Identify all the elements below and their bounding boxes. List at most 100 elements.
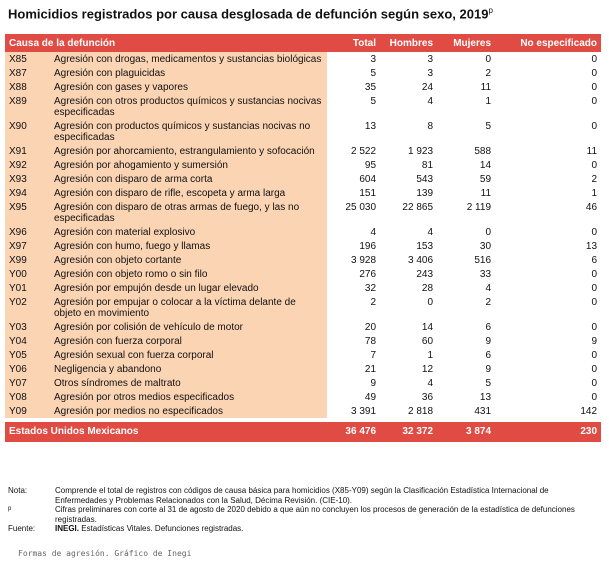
unspecified: 0 (591, 392, 598, 403)
men: 24 (421, 82, 434, 93)
table-row: Y00 Agresión con objeto romo o sin filo 27… (5, 267, 601, 281)
table-row: X96 Agresión con material explosivo 4 4 0 0 (5, 225, 601, 239)
table-row: Y02 Agresión por empujar o colocar a la v… (5, 295, 601, 320)
women: 588 (474, 146, 492, 157)
men: 243 (416, 269, 434, 280)
title: Homicidios registrados por causa desglos… (8, 6, 493, 21)
total: 3 391 (350, 406, 377, 417)
cause-name: Agresión con material explosivo (50, 225, 328, 239)
men: 3 (427, 54, 434, 65)
cause-code: X87 (5, 66, 50, 80)
total: 196 (359, 241, 377, 252)
unspecified: 13 (585, 241, 598, 252)
unspecified: 0 (591, 160, 598, 171)
cause-code: X89 (5, 94, 50, 119)
cause-name: Agresión por empujón desde un lugar elev… (50, 281, 328, 295)
unspecified: 0 (591, 378, 598, 389)
unspecified: 0 (591, 297, 598, 308)
men: 8 (427, 121, 434, 132)
source-text: Estadísticas Vitales. Defunciones regist… (81, 524, 244, 533)
total: 20 (364, 322, 377, 333)
table-row: X93 Agresión con disparo de arma corta 604… (5, 172, 601, 186)
men: 543 (416, 174, 434, 185)
cause-name: Agresión por ahorcamiento, estrangulamie… (50, 144, 328, 158)
women: 9 (485, 364, 492, 375)
unspecified: 0 (591, 54, 598, 65)
women: 4 (485, 283, 492, 294)
women: 5 (485, 378, 492, 389)
total: 13 (364, 121, 377, 132)
cause-name: Agresión con disparo de arma corta (50, 172, 328, 186)
table-row: X91 Agresión por ahorcamiento, estrangula… (5, 144, 601, 158)
unspecified: 0 (591, 121, 598, 132)
total: 35 (364, 82, 377, 93)
table-row: X88 Agresión con gases y vapores 35 24 11 0 (5, 80, 601, 94)
men: 4 (427, 378, 434, 389)
table-row: Y06 Negligencia y abandono 21 12 9 0 (5, 362, 601, 376)
cause-name: Agresión con productos químicos y sustan… (50, 119, 328, 144)
unspecified: 230 (495, 422, 602, 442)
unspecified: 0 (591, 269, 598, 280)
cause-name: Agresión con objeto cortante (50, 253, 328, 267)
cause-code: Y07 (5, 376, 50, 390)
cause-code: X96 (5, 225, 50, 239)
cause-name: Agresión con disparo de rifle, escopeta … (50, 186, 328, 200)
total: 95 (364, 160, 377, 171)
men: 3 406 (407, 255, 434, 266)
cause-code: Y00 (5, 267, 50, 281)
women: 516 (474, 255, 492, 266)
women: 6 (485, 350, 492, 361)
cause-code: X91 (5, 144, 50, 158)
unspecified: 0 (591, 364, 598, 375)
women: 9 (485, 336, 492, 347)
cause-name: Agresión por ahogamiento y sumersión (50, 158, 328, 172)
women: 30 (479, 241, 492, 252)
table-row: Y04 Agresión con fuerza corporal 78 60 9 9 (5, 334, 601, 348)
cause-name: Agresión con otros productos químicos y … (50, 94, 328, 119)
total: 78 (364, 336, 377, 347)
column-header: No especificado (495, 34, 602, 52)
cause-code: X88 (5, 80, 50, 94)
table-row: X92 Agresión por ahogamiento y sumersión 9… (5, 158, 601, 172)
men: 4 (427, 227, 434, 238)
unspecified: 6 (591, 255, 598, 266)
cause-name: Agresión por medios no especificados (50, 404, 328, 418)
cause-code: X99 (5, 253, 50, 267)
unspecified: 11 (586, 146, 598, 157)
cause-code: Y09 (5, 404, 50, 418)
cause-name: Agresión por colisión de vehículo de mot… (50, 320, 328, 334)
header-row: Causa de la defunción Total Hombres Muje… (5, 34, 602, 52)
men: 81 (421, 160, 434, 171)
cause-name: Agresión con drogas, medicamentos y sust… (50, 52, 328, 66)
total: 3 (370, 54, 377, 65)
men: 0 (427, 297, 434, 308)
table-row: X95 Agresión con disparo de otras armas d… (5, 200, 601, 225)
unspecified: 0 (591, 82, 598, 93)
table-row: X99 Agresión con objeto cortante 3 928 3 40… (5, 253, 601, 267)
cause-name: Agresión con fuerza corporal (50, 334, 328, 348)
unspecified: 9 (591, 336, 598, 347)
cause-code: Y02 (5, 295, 50, 320)
unspecified: 1 (591, 188, 598, 199)
cause-name: Agresión con gases y vapores (50, 80, 328, 94)
note-label: Fuente: (8, 524, 36, 533)
note-text: Cifras preliminares con corte al 31 de a… (55, 505, 575, 524)
women: 2 (485, 297, 492, 308)
men: 36 (421, 392, 434, 403)
cause-code: X85 (5, 52, 50, 66)
column-header: Causa de la defunción (5, 34, 328, 52)
cause-code: Y08 (5, 390, 50, 404)
unspecified: 46 (585, 202, 598, 213)
column-header: Hombres (380, 34, 438, 52)
men: 22 865 (402, 202, 434, 213)
table-row: X89 Agresión con otros productos químicos… (5, 94, 601, 119)
table-row: X97 Agresión con humo, fuego y llamas 196 1… (5, 239, 601, 253)
total: 604 (359, 174, 377, 185)
column-header: Mujeres (437, 34, 496, 52)
cause-name: Agresión con objeto romo o sin filo (50, 267, 328, 281)
women: 1 (485, 96, 492, 107)
cause-name: Agresión sexual con fuerza corporal (50, 348, 328, 362)
unspecified: 0 (591, 68, 598, 79)
table-row: X94 Agresión con disparo de rifle, escope… (5, 186, 601, 200)
